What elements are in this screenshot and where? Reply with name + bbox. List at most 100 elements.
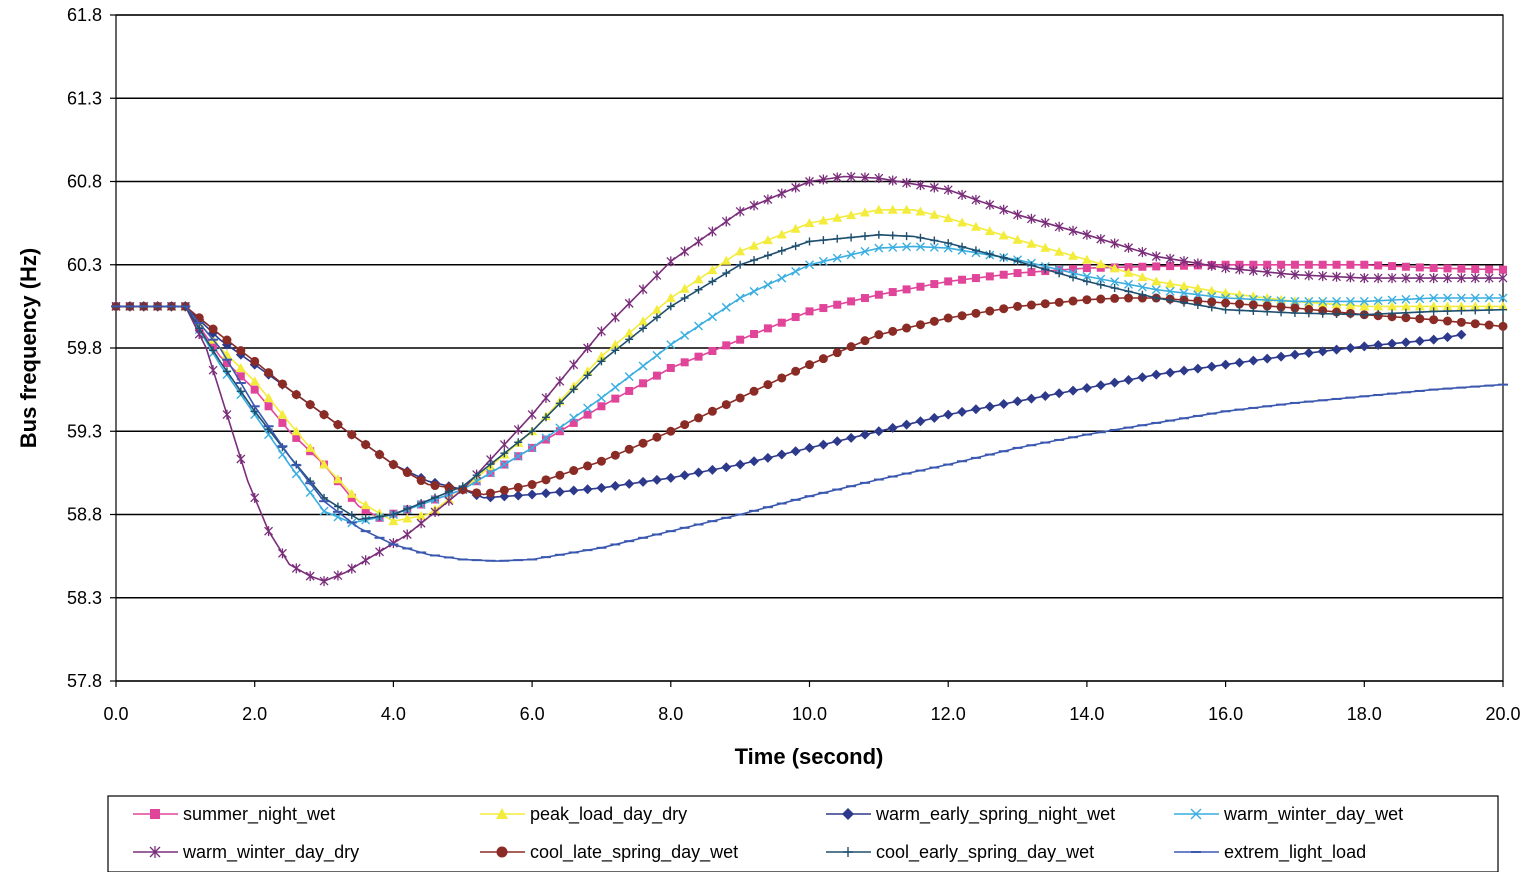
data-point [833,300,842,309]
data-point [999,270,1008,279]
legend-label: cool_early_spring_day_wet [876,842,1094,863]
data-point [929,242,939,252]
data-point [833,234,842,243]
data-point [499,485,509,495]
data-point [1206,285,1217,295]
data-point [750,330,759,339]
data-point [1498,293,1508,303]
data-point [472,488,482,498]
data-point [1290,260,1299,269]
legend-label: peak_load_day_dry [530,804,687,825]
data-point [1318,309,1327,318]
data-point [1026,393,1037,404]
data-point [333,570,343,581]
data-point [1124,263,1133,272]
data-point [277,548,287,559]
data-point [791,182,801,193]
data-point [625,386,634,395]
data-point [555,470,565,480]
gridlines [110,14,1503,682]
data-point [209,346,218,355]
data-point [1484,320,1494,330]
data-point [916,233,925,242]
data-point [846,342,856,352]
data-point [1276,302,1286,312]
x-tick-label: 8.0 [658,704,683,724]
data-point [1082,229,1092,240]
legend-label: cool_late_spring_day_wet [530,842,738,863]
data-point [236,387,245,396]
data-point [624,478,635,489]
data-point [652,350,662,360]
data-point [1192,283,1203,293]
data-point [1013,257,1022,266]
data-point [1110,293,1120,303]
data-point [583,371,592,380]
data-point [1290,269,1300,280]
data-point [1138,262,1147,271]
data-point [651,304,662,314]
data-point [1068,268,1078,278]
data-point [527,489,538,500]
data-point [1304,309,1313,318]
data-point [887,422,898,433]
data-point [596,351,607,361]
data-point [1040,299,1050,309]
data-point [610,450,620,460]
data-point [847,297,856,306]
y-tick-label: 59.8 [67,338,102,358]
data-point [832,212,843,222]
y-tick-labels: 57.8 58.3 58.8 59.3 59.8 60.3 60.8 61.3 61.8 [67,5,102,691]
data-point [874,330,884,340]
series-line [116,305,1504,562]
data-point [1360,260,1369,269]
data-point [1151,285,1161,295]
data-point [597,402,606,411]
data-point [611,394,620,403]
data-point [763,380,773,390]
data-point [805,237,814,246]
data-point [1041,265,1050,274]
data-point [902,232,911,241]
data-point [500,449,509,458]
data-point [915,242,925,252]
data-point [250,356,260,366]
data-point [818,439,829,450]
data-point [916,282,925,291]
data-point [333,502,342,511]
data-point [1484,301,1495,311]
data-point [291,563,301,574]
data-point [1069,265,1078,274]
data-point [1442,301,1453,311]
data-point [582,484,593,495]
data-point [998,230,1009,240]
data-point [1457,306,1466,315]
data-point [777,373,787,383]
data-point [1318,260,1327,269]
data-point [1304,296,1314,306]
data-point [777,273,787,283]
data-point [1026,238,1037,248]
data-point [805,176,814,187]
data-point [736,335,745,344]
data-point [1262,301,1272,311]
data-point [1443,273,1452,284]
data-point [1068,250,1079,260]
data-point [305,442,316,452]
data-point [569,466,579,476]
data-point [888,288,897,297]
data-point [1498,273,1508,284]
data-point [292,433,301,442]
data-point [999,253,1008,262]
data-point [1359,273,1369,284]
data-point [1152,262,1161,271]
legend-label: warm_early_spring_night_wet [875,804,1115,825]
data-point [1013,269,1022,278]
data-point [1081,382,1092,393]
data-point [901,419,912,430]
data-point [444,483,454,493]
data-point [1206,361,1217,372]
data-point [680,294,689,303]
data-point [496,808,508,819]
data-point [1054,297,1064,307]
